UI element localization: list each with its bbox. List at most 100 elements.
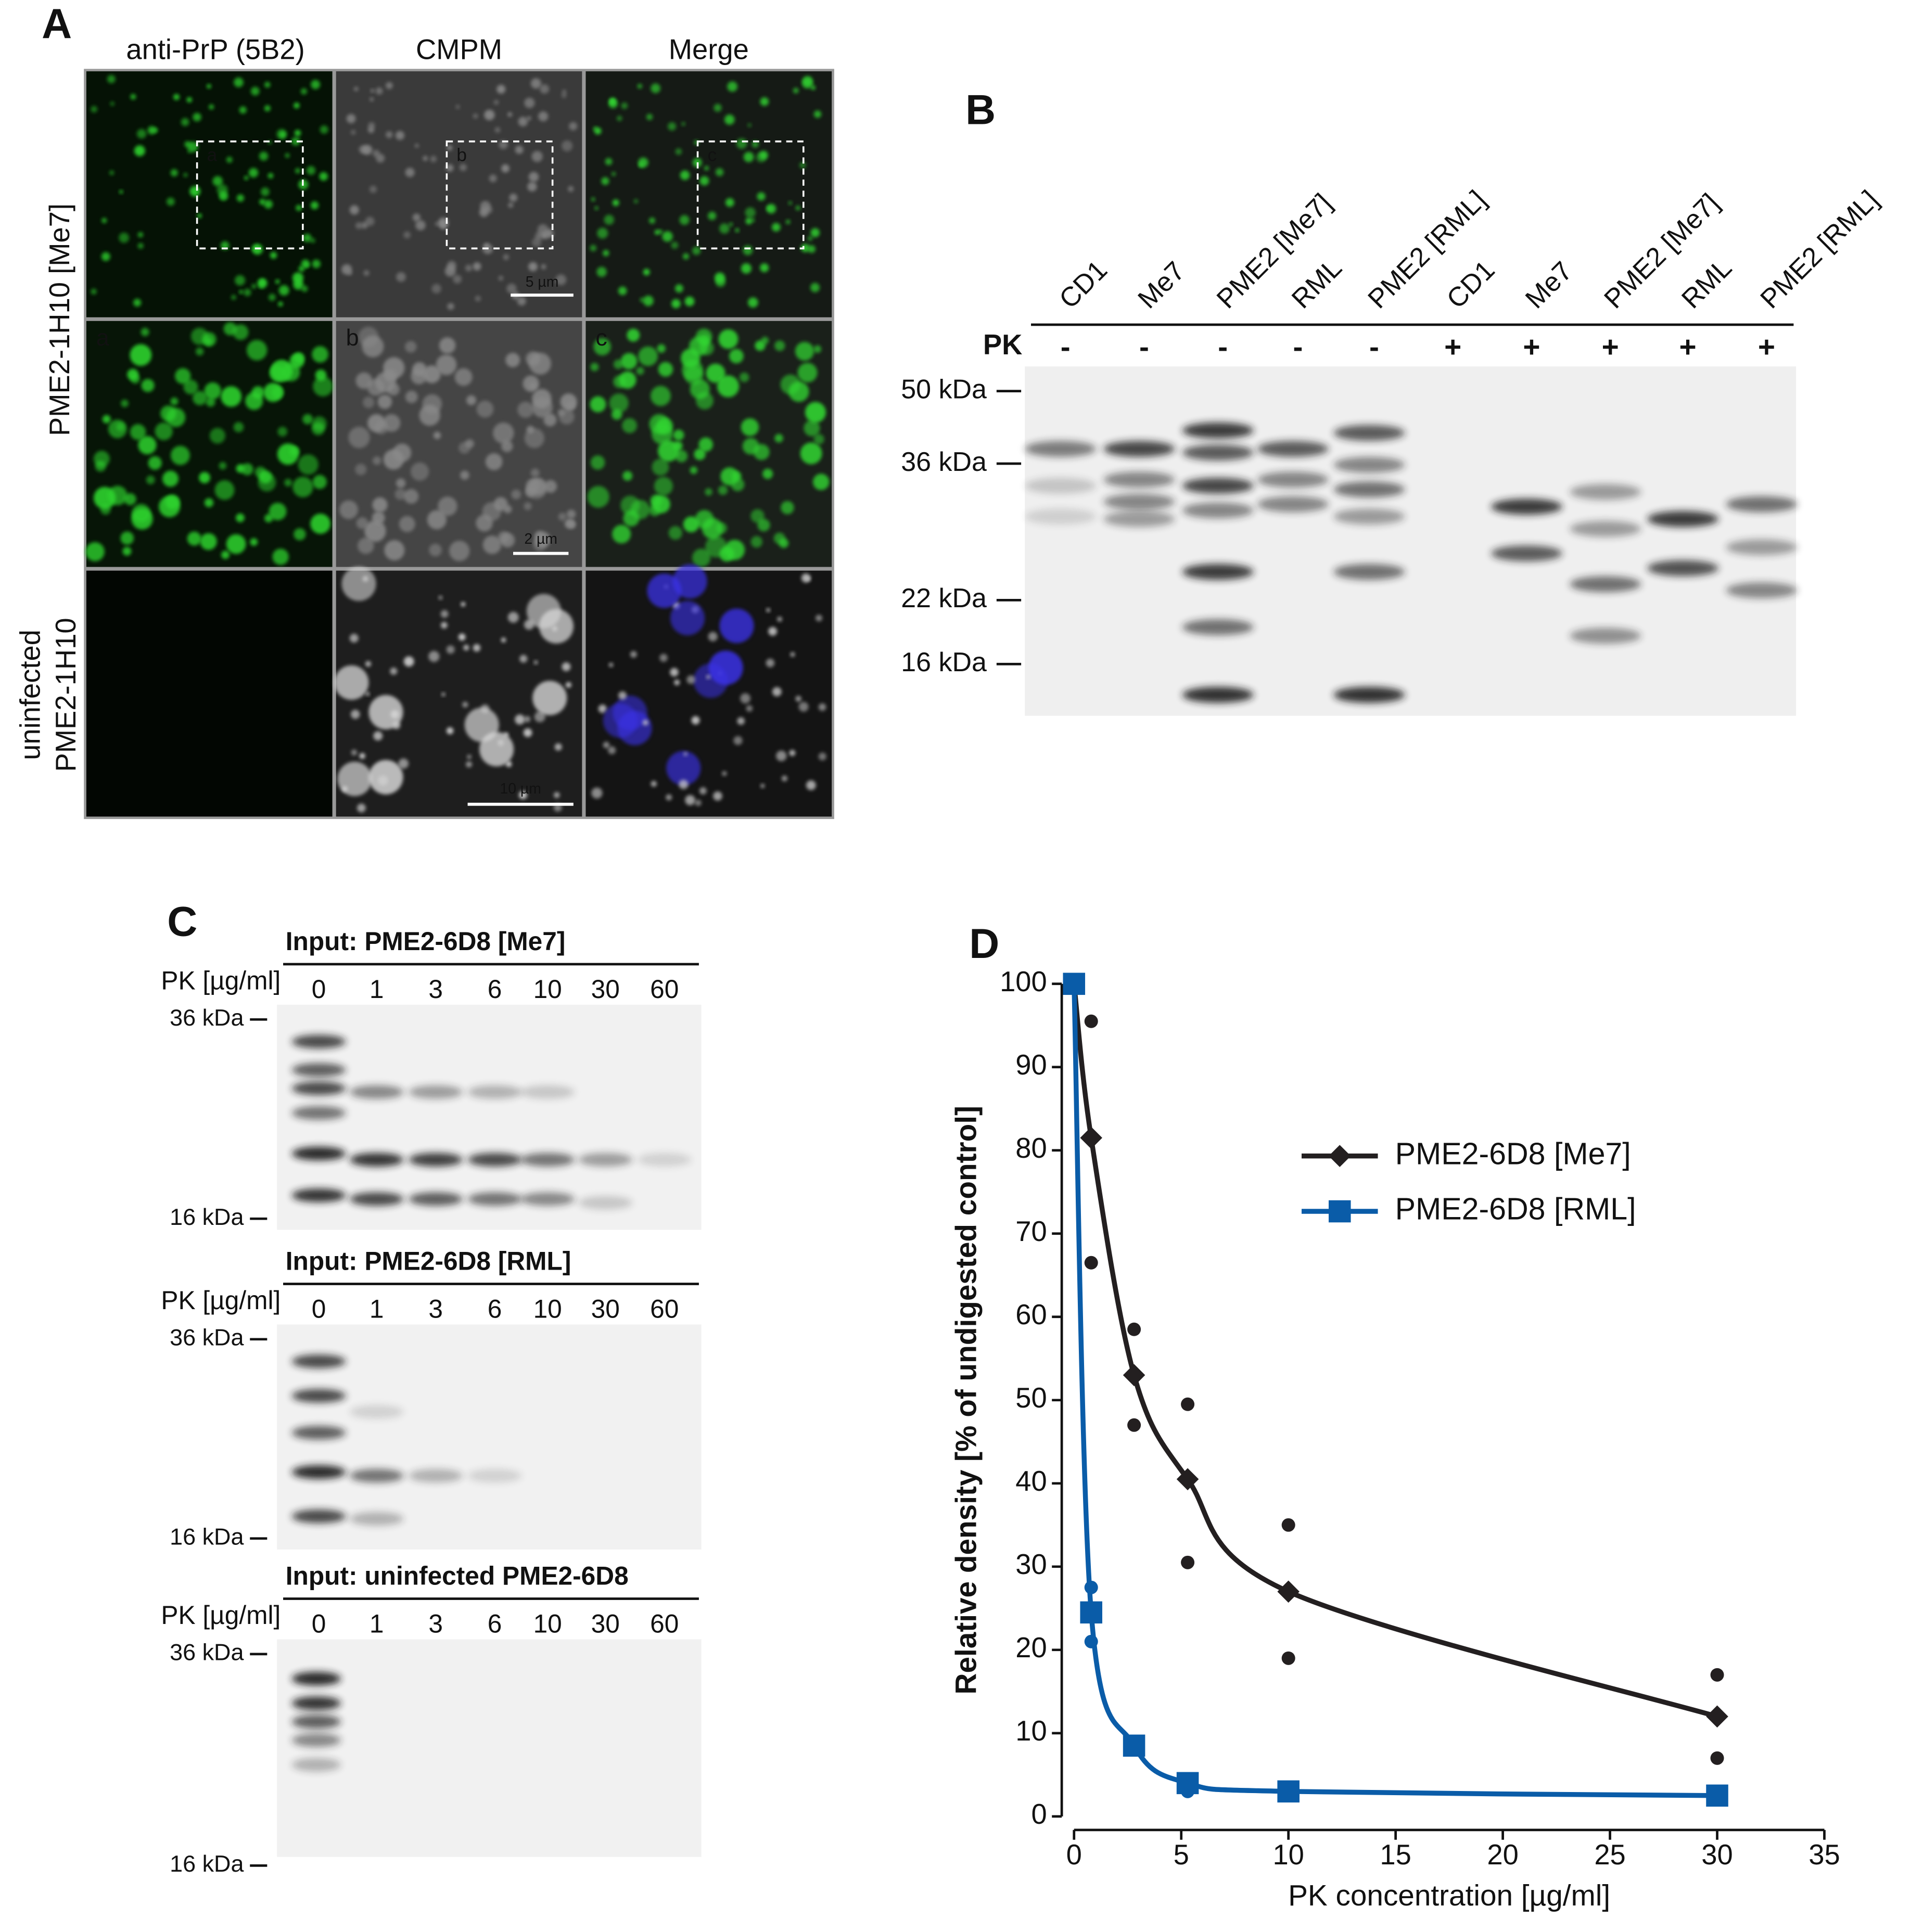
- cell-signal: [766, 658, 775, 668]
- cell-signal: [130, 344, 152, 366]
- cell-signal: [816, 615, 822, 622]
- y-tick-label: 40: [1015, 1465, 1047, 1497]
- lane-label: RML: [1676, 253, 1738, 315]
- blot-band: [1570, 520, 1641, 537]
- inset-box: [196, 140, 304, 250]
- cell-signal: [410, 462, 429, 481]
- cell-signal: [109, 170, 114, 175]
- lane-label: CD1: [1053, 255, 1113, 315]
- cell-signal: [699, 341, 714, 355]
- cell-signal: [507, 611, 519, 623]
- cell-signal: [747, 123, 752, 127]
- cell-signal: [618, 691, 627, 700]
- cell-signal: [186, 97, 192, 103]
- blot-band: [349, 1085, 404, 1099]
- cell-signal: [438, 595, 443, 600]
- cell-signal: [737, 717, 745, 725]
- cell-signal: [264, 82, 271, 88]
- square-marker: [1123, 1734, 1145, 1757]
- lane-label: 30: [591, 1295, 620, 1324]
- blot-band: [1182, 422, 1254, 439]
- cell-signal: [386, 82, 393, 89]
- panel-label: C: [167, 899, 197, 945]
- cell-signal: [650, 494, 663, 507]
- micrograph: [585, 71, 832, 317]
- cell-signal: [618, 286, 627, 296]
- cell-signal: [679, 215, 690, 225]
- cell-signal: [466, 761, 473, 767]
- cell-signal: [479, 732, 514, 766]
- cell-signal: [798, 701, 809, 712]
- cell-signal: [691, 716, 700, 725]
- blot-band: [1182, 478, 1254, 494]
- cell-signal: [473, 262, 481, 271]
- x-tick-label: 30: [1701, 1839, 1733, 1871]
- cell-signal: [680, 170, 690, 180]
- cell-signal: [245, 392, 263, 410]
- blot-band: [1025, 478, 1097, 494]
- blot-band: [1103, 511, 1175, 527]
- cell-signal: [802, 78, 813, 89]
- micrograph: [85, 321, 333, 567]
- lane-label: 0: [312, 975, 326, 1004]
- replicate-point: [1084, 1256, 1098, 1270]
- cell-signal: [748, 297, 758, 308]
- cell-signal: [706, 363, 725, 383]
- cell-signal: [455, 105, 460, 109]
- pk-sign: +: [1523, 331, 1540, 364]
- blot-band: [291, 1465, 346, 1479]
- pk-sign: +: [1758, 331, 1775, 364]
- cell-signal: [675, 148, 682, 155]
- cell-signal: [259, 151, 269, 161]
- cell-signal: [594, 127, 602, 135]
- cell-signal: [733, 736, 743, 745]
- blot-band: [291, 1426, 346, 1440]
- cell-signal: [568, 520, 576, 529]
- cell-signal: [313, 376, 333, 396]
- cell-signal: [501, 637, 506, 643]
- cell-signal: [141, 328, 149, 337]
- cell-signal: [294, 103, 300, 109]
- y-tick-label: 80: [1015, 1132, 1047, 1164]
- cell-signal: [298, 454, 319, 475]
- cell-signal: [690, 466, 698, 474]
- column-header: Merge: [669, 34, 749, 66]
- cell-signal: [429, 543, 442, 557]
- western-blot: [277, 1639, 702, 1857]
- cell-signal: [396, 272, 406, 282]
- cell-signal: [780, 374, 800, 395]
- cell-signal: [718, 329, 738, 349]
- cell-signal: [223, 322, 237, 336]
- blot-band: [467, 1469, 522, 1483]
- series-line: [1072, 983, 1718, 1719]
- cell-signal: [250, 86, 260, 96]
- cell-signal: [781, 775, 787, 782]
- blot-band: [291, 1354, 346, 1368]
- blot-band: [1103, 471, 1175, 488]
- cell-signal: [795, 206, 800, 211]
- cell-signal: [651, 83, 661, 94]
- legend-marker: [1328, 1145, 1351, 1167]
- cell-signal: [465, 439, 474, 449]
- cell-signal: [439, 337, 456, 354]
- cell-signal: [440, 610, 449, 618]
- cell-signal: [613, 375, 626, 388]
- cell-signal: [334, 665, 369, 700]
- cell-signal: [91, 288, 97, 295]
- cell-signal: [160, 405, 176, 421]
- cell-signal: [147, 126, 156, 135]
- cell-signal: [705, 488, 712, 496]
- cell-signal: [715, 168, 724, 176]
- cell-signal: [285, 153, 290, 158]
- cell-signal: [133, 299, 142, 307]
- cell-signal: [818, 752, 826, 761]
- cell-signal: [372, 511, 385, 524]
- series-line: [1072, 983, 1717, 1798]
- cell-signal: [702, 518, 723, 539]
- cell-signal: [609, 393, 629, 413]
- cell-signal: [207, 84, 211, 89]
- cell-signal: [319, 172, 328, 181]
- cell-signal: [511, 489, 521, 500]
- blot-band: [1025, 508, 1097, 525]
- cell-signal: [268, 293, 276, 301]
